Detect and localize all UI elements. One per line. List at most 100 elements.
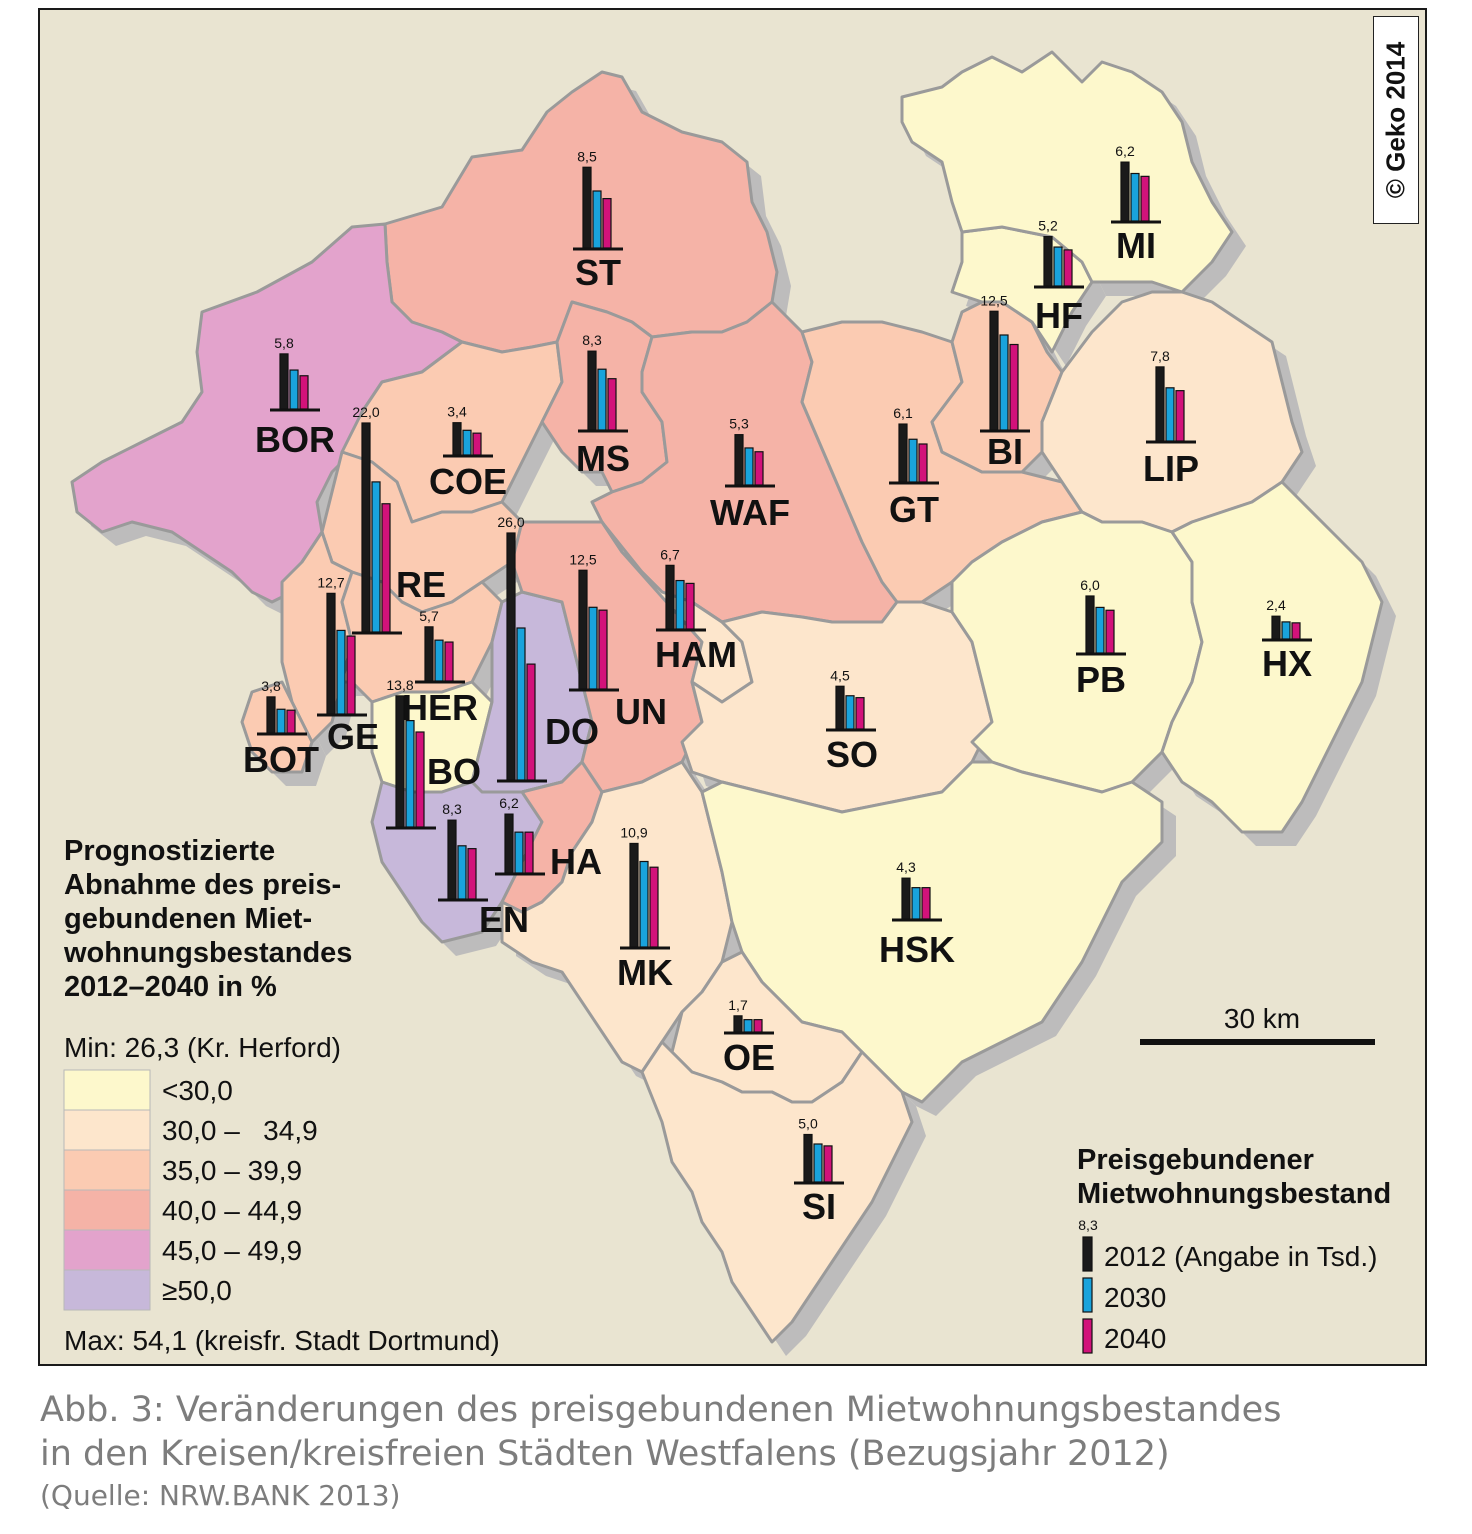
bar-2012-st: [582, 166, 592, 249]
legend-class-label: 35,0 – 39,9: [162, 1155, 302, 1186]
region-mi: [900, 50, 1234, 294]
kreis-label-oe: OE: [723, 1037, 775, 1078]
bar-2040-hf: [1063, 249, 1073, 287]
bar-value-label: 2,4: [1266, 597, 1286, 613]
bar-legend-swatch: [1082, 1236, 1093, 1272]
region-fills: [70, 50, 1384, 1344]
bar-value-label: 10,9: [620, 824, 647, 840]
kreis-label-si: SI: [802, 1186, 836, 1227]
bar-legend-series-label: 2012 (Angabe in Tsd.): [1104, 1241, 1377, 1272]
copyright-box: © Geko 2014: [1373, 16, 1419, 224]
kreis-label-lip: LIP: [1143, 448, 1199, 489]
bar-2030-mk: [639, 860, 649, 948]
bar-2012-hx: [1271, 615, 1281, 640]
bar-legend-title-line: Mietwohnungsbestand: [1077, 1178, 1391, 1210]
kreis-marker-bi: 12,5 BI: [980, 292, 1030, 472]
bar-2030-mi: [1130, 172, 1140, 222]
bar-2012-ge: [326, 592, 336, 715]
kreis-marker-hf: 5,2 HF: [1034, 218, 1084, 336]
kreis-label-her: HER: [402, 687, 478, 728]
kreis-marker-gt: 6,1 GT: [889, 405, 939, 530]
bar-2012-ms: [587, 350, 597, 431]
kreis-label-ms: MS: [576, 438, 630, 479]
kreis-marker-ge: 12,7 GE: [317, 574, 379, 757]
bar-2030-en: [457, 845, 467, 900]
bar-value-label: 8,5: [577, 148, 597, 164]
bar-value-label: 12,7: [317, 574, 344, 590]
bar-2012-lip: [1155, 366, 1165, 442]
kreis-marker-mi: 6,2 MI: [1111, 143, 1161, 266]
bar-2030-bo: [405, 719, 415, 828]
kreis-label-hf: HF: [1035, 295, 1083, 336]
bar-2030-pb: [1095, 606, 1105, 654]
bar-2040-ge: [346, 635, 356, 715]
bar-2040-re: [381, 503, 391, 633]
bar-2040-hx: [1291, 622, 1301, 640]
bar-value-label: 5,0: [798, 1116, 818, 1132]
bar-2012-bi: [989, 310, 999, 431]
kreis-marker-coe: 3,4 COE: [429, 404, 507, 502]
bar-2030-bot: [276, 708, 286, 734]
legend-min: Min: 26,3 (Kr. Herford): [64, 1032, 341, 1063]
bar-2030-hsk: [911, 887, 921, 920]
kreis-label-bi: BI: [987, 431, 1023, 472]
kreis-label-waf: WAF: [710, 492, 790, 533]
bar-value-label: 22,0: [352, 404, 379, 420]
kreis-label-gt: GT: [889, 489, 939, 530]
kreis-marker-st: 8,5 ST: [573, 148, 623, 293]
bar-2030-ha: [514, 831, 524, 874]
scale-bar: 30 km: [1140, 1003, 1375, 1045]
bar-2040-mk: [649, 866, 659, 948]
bar-2012-gt: [898, 423, 908, 483]
legend-class-label: <30,0: [162, 1075, 233, 1106]
bar-2040-do: [526, 663, 536, 781]
kreis-label-hx: HX: [1262, 643, 1312, 684]
bar-value-label: 6,7: [660, 546, 680, 562]
bar-2012-oe: [733, 1015, 743, 1033]
kreis-marker-do: 26,0 DO: [497, 514, 599, 783]
bar-legend-sample-value: 8,3: [1078, 1217, 1098, 1233]
bar-2040-mi: [1140, 175, 1150, 222]
kreis-marker-hx: 2,4 HX: [1262, 597, 1312, 684]
bar-legend-series-label: 2040: [1104, 1323, 1166, 1354]
bar-value-label: 6,2: [1115, 143, 1135, 159]
kreis-label-do: DO: [545, 711, 599, 752]
kreis-marker-un: 12,5 UN: [569, 551, 667, 732]
bar-2030-so: [845, 695, 855, 730]
kreis-marker-bor: 5,8 BOR: [255, 335, 335, 460]
bar-value-label: 4,5: [830, 667, 850, 683]
legend-swatch: [63, 1069, 151, 1111]
bar-2030-bi: [999, 334, 1009, 431]
legend-swatch: [63, 1149, 151, 1191]
legend-class-label: 45,0 – 49,9: [162, 1235, 302, 1266]
kreis-marker-pb: 6,0 PB: [1076, 577, 1126, 700]
scale-bar-label: 30 km: [1224, 1003, 1300, 1034]
kreis-label-hsk: HSK: [879, 929, 955, 970]
bar-2012-waf: [734, 434, 744, 486]
bar-2040-ham: [685, 582, 695, 630]
bar-2030-oe: [743, 1019, 753, 1033]
bar-2030-si: [813, 1143, 823, 1183]
bar-2012-mk: [629, 842, 639, 948]
legend-swatch: [63, 1269, 151, 1311]
bar-value-label: 12,5: [980, 292, 1007, 308]
caption-source: (Quelle: NRW.BANK 2013): [40, 1479, 401, 1512]
kreis-marker-so: 4,5 SO: [826, 667, 878, 775]
kreis-label-mk: MK: [617, 952, 673, 993]
bar-2040-bi: [1009, 343, 1019, 431]
bar-2030-hx: [1281, 621, 1291, 640]
kreis-label-bor: BOR: [255, 419, 335, 460]
bar-2030-un: [588, 606, 598, 690]
bar-value-label: 5,7: [419, 608, 439, 624]
bar-2040-pb: [1105, 609, 1115, 654]
bar-2030-do: [516, 627, 526, 781]
bar-2012-bor: [279, 353, 289, 410]
kreis-label-bot: BOT: [243, 739, 319, 780]
bar-legend-title-line: Preisgebundener: [1077, 1144, 1314, 1176]
bar-value-label: 5,2: [1038, 218, 1058, 234]
kreis-marker-ha: 6,2 HA: [495, 795, 602, 882]
bar-value-label: 5,3: [729, 416, 749, 432]
bar-value-label: 4,3: [896, 859, 916, 875]
bar-2012-si: [803, 1133, 813, 1183]
legend-max: Max: 54,1 (kreisfr. Stadt Dortmund): [64, 1325, 500, 1356]
